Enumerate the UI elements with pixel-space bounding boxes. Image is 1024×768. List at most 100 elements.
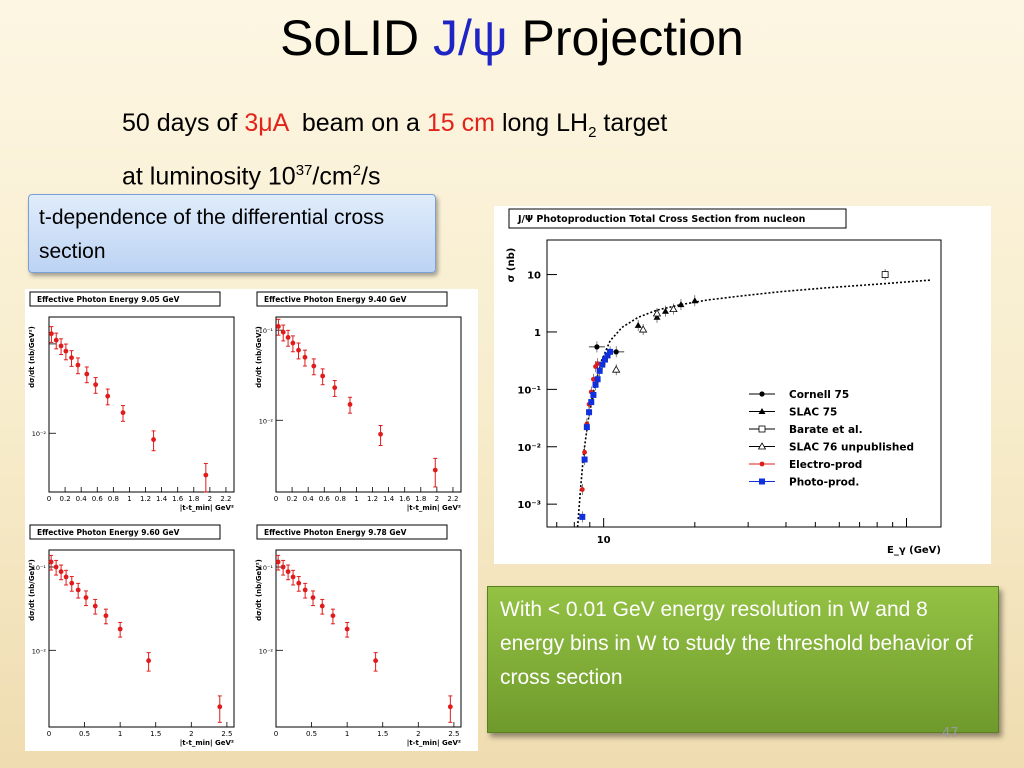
data-point (661, 307, 669, 314)
plot-title: Effective Photon Energy 9.05 GeV (37, 295, 180, 304)
plot-9-40-gev: Effective Photon Energy 9.40 GeV 0 0.2 0.4 0… (255, 291, 462, 513)
fit-curve (576, 279, 931, 528)
plot-frame (546, 239, 942, 528)
legend-label: SLAC 75 (789, 407, 837, 419)
t-dependence-callout: t-dependence of the differential cross s… (28, 194, 436, 273)
subtitle-line-1: 50 days of 3μA beam on a 15 cm long LH2 … (122, 104, 667, 152)
x-tick-label: 1 (345, 730, 349, 738)
x-tick-label: 0.2 (287, 495, 298, 503)
subtitle-text: /s (361, 162, 381, 191)
x-tick-label: 1.6 (172, 495, 184, 503)
data-point (285, 335, 291, 340)
x-tick-label: 1 (118, 730, 122, 738)
data-point (579, 513, 586, 520)
x-tick-label: 2 (416, 730, 420, 738)
x-tick-label: 0.8 (108, 495, 119, 503)
data-point (92, 603, 98, 609)
data-point (613, 349, 619, 355)
x-axis-label: |t-t_min| GeV² (180, 504, 234, 513)
data-point (604, 352, 611, 359)
x-tick-label: 0 (47, 730, 51, 738)
data-point (53, 564, 59, 570)
data-point (378, 431, 383, 437)
data-point (432, 467, 438, 473)
data-point (84, 371, 90, 377)
legend-marker (759, 461, 765, 467)
plot-frame (275, 316, 462, 493)
x-axis-label: E_γ (GeV) (887, 545, 941, 556)
data-point (290, 340, 296, 346)
y-tick-label: 10⁻² (517, 443, 541, 454)
subtitle-text: target (596, 109, 668, 137)
y-tick-label: 10⁻¹ (517, 385, 541, 396)
superscript: 37 (295, 162, 313, 179)
y-tick-label: 10⁻² (259, 647, 274, 655)
y-tick-label: 10⁻² (259, 417, 274, 425)
plot-title-box (256, 524, 448, 540)
legend-marker (759, 478, 765, 485)
x-tick-label: 2 (208, 495, 212, 503)
target-length: 15 cm (426, 109, 495, 137)
data-point (302, 354, 308, 360)
plot-title-box (508, 208, 847, 229)
data-point (120, 410, 126, 416)
y-axis-label: dσ/dt (nb/GeV²) (255, 559, 263, 621)
plot-title: Effective Photon Energy 9.40 GeV (264, 295, 407, 304)
y-axis-label: dσ/dt (nb/GeV²) (255, 326, 263, 388)
x-axis-label: |t-t_min| GeV² (180, 739, 234, 748)
data-point (344, 626, 350, 632)
legend-label: SLAC 76 unpublished (789, 442, 914, 454)
x-tick-label: 1.2 (140, 495, 151, 503)
x-tick-label: 1.4 (383, 495, 395, 503)
y-tick-label: 1 (534, 328, 541, 339)
legend-marker (759, 391, 765, 397)
plot-9-78-gev: Effective Photon Energy 9.78 GeV 0 0.5 1 1.5… (255, 524, 462, 748)
beam-current: 3μA (244, 109, 288, 137)
x-axis-label: |t-t_min| GeV² (407, 504, 461, 513)
x-tick-label: 0.5 (79, 730, 90, 738)
x-tick-label: 1.8 (415, 495, 426, 503)
data-point (58, 569, 64, 575)
data-point (579, 487, 585, 492)
y-tick-label: 10⁻² (32, 430, 47, 438)
subtitle-text: at luminosity 10 (122, 162, 296, 191)
slide-subtitle: 50 days of 3μA beam on a 15 cm long LH2 … (122, 104, 667, 195)
data-point (691, 297, 699, 304)
data-point (586, 409, 593, 416)
data-point (634, 321, 642, 328)
data-point (601, 356, 608, 363)
x-tick-label: 0.6 (92, 495, 104, 503)
data-point (280, 329, 286, 335)
plot-title-box (29, 524, 221, 540)
data-point (103, 613, 109, 619)
data-point (93, 382, 99, 388)
legend-label: Electro-prod (789, 459, 862, 471)
slide-number: 47 (942, 726, 959, 741)
data-point (105, 393, 111, 399)
data-point (217, 704, 223, 710)
plot-frame (48, 316, 235, 493)
x-tick-label: 2.5 (448, 730, 459, 738)
data-point (582, 449, 587, 455)
subtitle-text: /cm (312, 162, 353, 191)
data-point (332, 385, 338, 391)
data-point (302, 587, 308, 593)
data-point (151, 437, 156, 442)
data-point (75, 587, 81, 593)
data-point (881, 271, 889, 278)
data-point (69, 355, 74, 361)
x-tick-label: 10 (597, 535, 611, 546)
data-point (146, 658, 152, 664)
slide-title: SoLID J/ψ Projection (0, 6, 1024, 70)
x-tick-label: 1.6 (399, 495, 411, 503)
data-point (117, 626, 123, 632)
subtitle-text: 50 days of (122, 109, 245, 137)
resolution-callout: With < 0.01 GeV energy resolution in W a… (487, 586, 999, 733)
data-point (280, 564, 286, 570)
data-point (285, 569, 291, 575)
data-point (596, 367, 603, 374)
data-point (58, 343, 64, 349)
data-point (607, 348, 614, 355)
superscript: 2 (352, 162, 362, 179)
x-tick-label: 0.6 (319, 495, 331, 503)
